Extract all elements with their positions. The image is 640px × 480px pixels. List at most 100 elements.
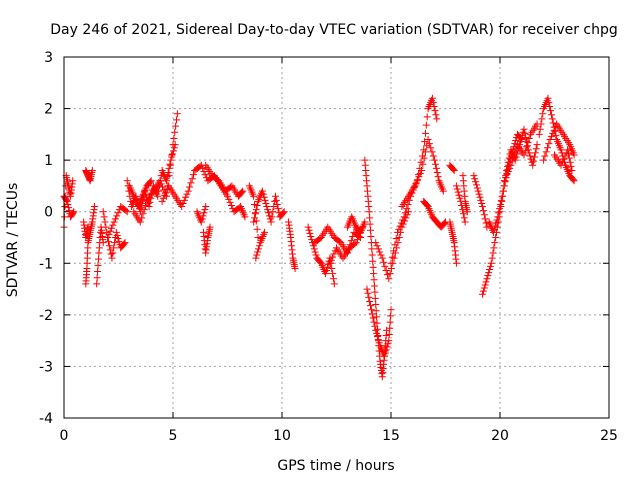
data-point — [316, 258, 324, 266]
data-point — [431, 107, 439, 115]
data-point — [396, 222, 404, 230]
data-point — [392, 235, 400, 243]
data-point — [397, 219, 405, 227]
data-point — [521, 147, 529, 155]
data-point — [373, 242, 381, 250]
data-point — [252, 254, 260, 262]
data-point — [367, 232, 375, 240]
series-arc3 — [82, 166, 96, 185]
data-point — [115, 238, 123, 246]
data-point — [387, 259, 395, 267]
series-arc7 — [99, 208, 129, 262]
data-point — [530, 153, 538, 161]
data-point — [113, 212, 121, 220]
data-point — [263, 203, 271, 211]
data-point — [327, 256, 335, 264]
data-point — [545, 140, 553, 148]
data-point — [104, 238, 112, 246]
data-point — [415, 173, 423, 181]
data-point — [65, 207, 73, 215]
x-tick-label: 0 — [60, 428, 69, 444]
data-point — [241, 213, 249, 221]
data-point — [482, 219, 490, 227]
data-point — [105, 242, 113, 250]
data-point — [366, 297, 374, 305]
data-point — [463, 208, 471, 216]
data-point — [168, 151, 176, 159]
data-point — [250, 192, 258, 200]
data-point — [254, 248, 262, 256]
data-point — [429, 98, 437, 106]
data-point — [307, 232, 315, 240]
data-point — [347, 237, 355, 245]
data-point — [171, 128, 179, 136]
data-point — [186, 183, 194, 191]
series-arc40 — [551, 146, 576, 174]
data-point — [533, 141, 541, 149]
data-point — [472, 181, 480, 189]
x-tick-label: 5 — [169, 428, 178, 444]
data-point — [386, 318, 394, 326]
data-point — [481, 281, 489, 289]
data-point — [557, 161, 565, 169]
series-arc13 — [202, 161, 247, 200]
data-point — [136, 218, 144, 226]
data-point — [113, 231, 121, 239]
x-axis-label: GPS time / hours — [277, 458, 394, 474]
data-point — [507, 161, 515, 169]
data-point — [111, 215, 119, 223]
data-marks — [60, 94, 578, 381]
data-point — [372, 301, 380, 309]
data-point — [165, 172, 173, 180]
data-point — [485, 269, 493, 277]
y-axis-label: SDTVAR / TECUs — [5, 183, 21, 298]
series-arc15 — [193, 203, 210, 226]
data-point — [432, 164, 440, 172]
series-arc19 — [285, 218, 299, 272]
x-tick-label: 25 — [600, 428, 618, 444]
series-arc24 — [361, 156, 391, 381]
series-arc30 — [446, 161, 458, 174]
data-point — [480, 211, 488, 219]
data-point — [525, 134, 533, 142]
data-point — [262, 199, 270, 207]
x-tick-label: 10 — [273, 428, 291, 444]
data-point — [259, 190, 267, 198]
data-point — [200, 209, 208, 217]
data-point — [353, 236, 361, 244]
data-point — [433, 169, 441, 177]
data-point — [184, 187, 192, 195]
data-point — [100, 213, 108, 221]
data-point — [416, 170, 424, 178]
series-arc18 — [252, 228, 269, 262]
data-point — [227, 202, 235, 210]
data-point — [189, 171, 197, 179]
series-arc5 — [80, 218, 92, 241]
data-point — [449, 165, 457, 173]
data-point — [238, 188, 246, 196]
data-point — [252, 206, 260, 214]
data-point — [322, 267, 330, 275]
data-point — [429, 152, 437, 160]
data-point — [201, 206, 209, 214]
data-point — [502, 174, 510, 182]
data-point — [280, 208, 288, 216]
data-point — [473, 184, 481, 192]
data-point — [370, 318, 378, 326]
data-point — [395, 225, 403, 233]
y-tick-label: -2 — [39, 308, 53, 324]
data-point — [542, 148, 550, 156]
data-point — [328, 264, 336, 272]
data-point — [261, 228, 269, 236]
data-point — [492, 234, 500, 241]
data-point — [479, 207, 487, 215]
data-point — [453, 185, 461, 193]
data-point — [267, 218, 275, 226]
data-point — [490, 225, 498, 233]
data-point — [373, 333, 381, 341]
data-point — [478, 199, 486, 207]
data-point — [172, 122, 180, 130]
data-point — [423, 202, 431, 210]
data-point — [145, 203, 153, 211]
data-point — [475, 190, 483, 198]
